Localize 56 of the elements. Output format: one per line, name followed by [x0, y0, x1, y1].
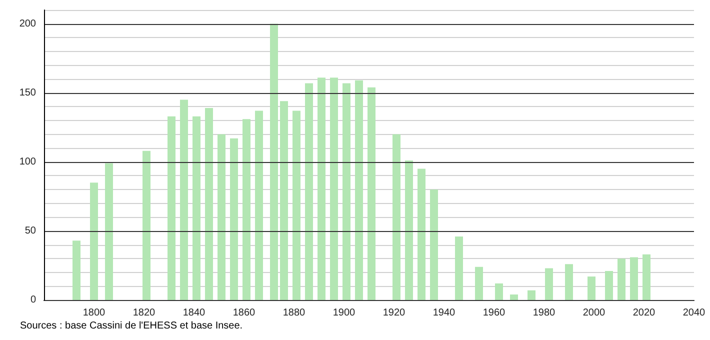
- x-tick-label: 1920: [382, 308, 406, 318]
- x-tick-label: 1940: [432, 308, 456, 318]
- bar: [605, 271, 613, 300]
- bar: [142, 150, 150, 300]
- bar: [588, 276, 596, 300]
- bar: [218, 134, 226, 300]
- bar: [270, 24, 278, 300]
- bar: [90, 182, 98, 300]
- bar: [418, 168, 426, 300]
- bar: [192, 116, 200, 300]
- bar: [405, 160, 413, 300]
- x-tick-label: 1900: [332, 308, 356, 318]
- bar: [280, 101, 288, 300]
- x-tick-label: 1960: [482, 308, 506, 318]
- bar: [528, 290, 536, 300]
- bar: [475, 266, 483, 300]
- bar: [618, 258, 626, 300]
- bar: [355, 80, 363, 300]
- bar: [342, 83, 350, 300]
- y-tick-label: 0: [30, 294, 36, 306]
- bar: [630, 257, 638, 300]
- bar: [242, 119, 250, 300]
- x-tick-label: 1820: [132, 308, 156, 318]
- bar: [392, 134, 400, 300]
- bar: [292, 110, 300, 300]
- bar: [565, 264, 573, 300]
- bar: [305, 83, 313, 300]
- y-tick-label: 200: [19, 18, 36, 30]
- x-tick-label: 2000: [582, 308, 606, 318]
- x-tick-label: 2020: [632, 308, 656, 318]
- bar: [510, 294, 518, 300]
- bar: [255, 110, 263, 300]
- y-tick-label: 150: [19, 87, 36, 98]
- bar: [205, 108, 213, 300]
- bar: [430, 190, 438, 300]
- x-tick-label: 1980: [532, 308, 556, 318]
- bar: [495, 283, 503, 300]
- source-note: Sources : base Cassini de l'EHESS et base Insee.: [20, 320, 243, 332]
- x-tick-label: 1840: [182, 308, 206, 318]
- bar: [330, 78, 338, 300]
- y-tick-label: 100: [19, 156, 36, 168]
- bar: [105, 163, 113, 300]
- bar: [368, 87, 376, 300]
- bar: [545, 268, 553, 300]
- bar: [230, 138, 238, 300]
- bar: [318, 78, 326, 300]
- y-tick-label: 50: [24, 225, 36, 236]
- x-tick-label: 2040: [682, 308, 706, 318]
- bar: [168, 116, 176, 300]
- bar: [72, 240, 80, 300]
- bar: [180, 100, 188, 300]
- bar: [455, 236, 463, 300]
- x-tick-label: 1860: [232, 308, 256, 318]
- x-tick-label: 1880: [282, 308, 306, 318]
- x-tick-label: 1800: [82, 308, 106, 318]
- bar: [642, 254, 650, 300]
